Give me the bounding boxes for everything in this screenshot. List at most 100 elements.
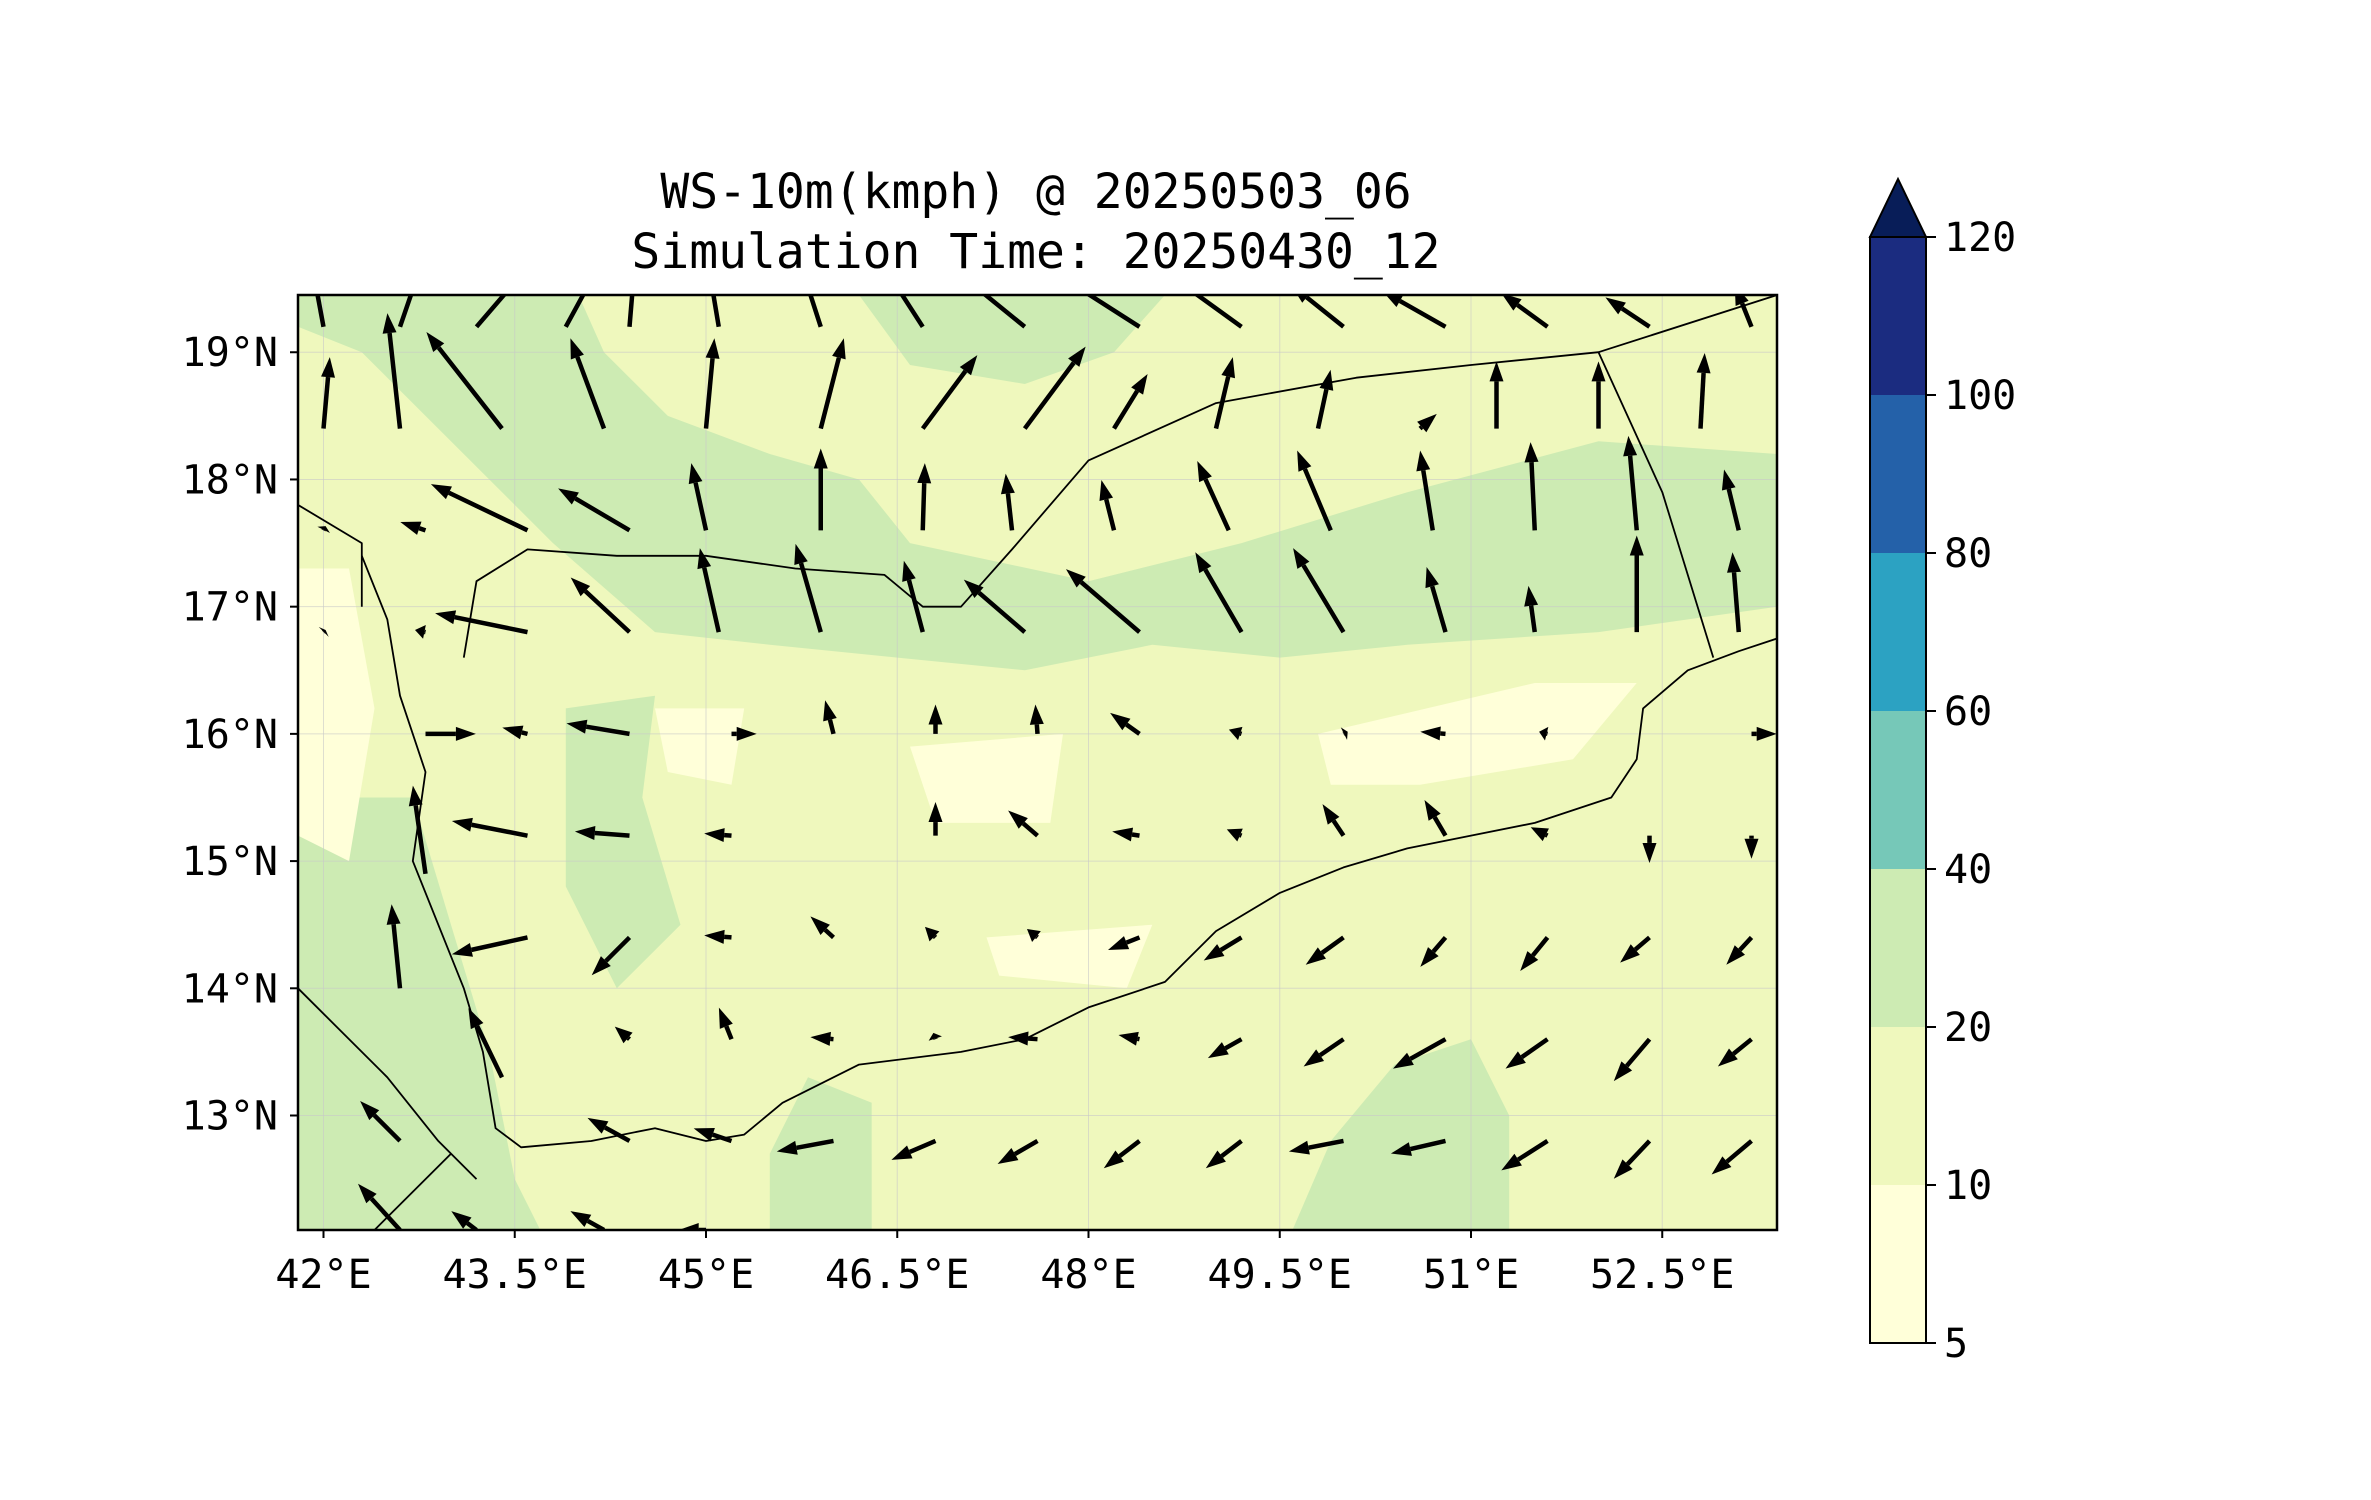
- wind-arrow-shaft: [1431, 935, 1448, 954]
- wind-arrow-head: [1489, 361, 1504, 382]
- wind-arrow-shaft: [1531, 935, 1550, 957]
- wind-arrow: [570, 577, 632, 634]
- wind-arrow: [1103, 1139, 1141, 1169]
- wind-arrow-head: [1103, 1150, 1124, 1169]
- wind-arrow: [1501, 1139, 1549, 1171]
- wind-arrow-shaft: [1421, 469, 1435, 531]
- wind-arrow-shaft: [1079, 580, 1141, 634]
- wind-arrow: [1297, 450, 1333, 532]
- wind-arrow-shaft: [1013, 1139, 1039, 1156]
- wind-speed-contour-fill: [298, 295, 1777, 1230]
- x-tick-label: 43.5°E: [443, 1252, 588, 1298]
- wind-arrow: [1008, 810, 1039, 838]
- wind-arrow: [1711, 1139, 1753, 1175]
- wind-arrow-head: [963, 579, 984, 598]
- wind-arrow-shaft: [369, 1197, 402, 1230]
- wind-arrow-shaft: [1516, 1139, 1549, 1162]
- wind-arrow-shaft: [798, 562, 823, 633]
- wind-arrow-shaft: [1398, 299, 1447, 329]
- wind-arrow-head: [1205, 1150, 1226, 1169]
- coastline: [360, 555, 1777, 1149]
- wind-arrow: [317, 526, 330, 534]
- wind-arrow: [426, 331, 504, 430]
- wind-arrow-shaft: [1331, 819, 1346, 837]
- wind-arrow-shaft: [1731, 572, 1741, 633]
- wind-arrow-head: [303, 237, 317, 258]
- wind-arrow-shaft: [1409, 1037, 1447, 1061]
- wind-arrow-shaft: [823, 928, 836, 940]
- colorbar: 5 10 20 40 60 80 100 120: [1868, 176, 2016, 1367]
- wind-arrow-shaft: [723, 832, 732, 838]
- wind-arrow-head: [412, 253, 425, 274]
- wind-arrow-head: [823, 700, 837, 722]
- colorbar-frame: [1869, 236, 1927, 1344]
- wind-arrow-head: [1197, 461, 1212, 483]
- wind-arrow: [1727, 552, 1742, 633]
- wind-arrow: [703, 338, 720, 429]
- y-tick-label: 17°N: [182, 585, 278, 631]
- wind-arrow-shaft: [899, 295, 925, 329]
- wind-arrow-shaft: [1732, 1037, 1753, 1056]
- wind-vector-arrows: [303, 237, 1777, 1230]
- x-tick-label: 42°E: [275, 1252, 371, 1298]
- wind-arrow-head: [451, 943, 473, 957]
- wind-arrow-head: [318, 626, 329, 637]
- contour-region-5-10: [298, 568, 375, 862]
- wind-arrow-shaft: [796, 1138, 834, 1151]
- wind-arrow-shaft: [372, 1113, 402, 1143]
- wind-arrow: [1696, 352, 1711, 429]
- wind-arrow: [1613, 1139, 1652, 1179]
- wind-arrow-head: [435, 610, 457, 625]
- wind-arrow-head: [1425, 567, 1439, 589]
- wind-arrow-shaft: [808, 295, 823, 328]
- wind-arrow-head: [917, 463, 932, 484]
- wind-arrow: [1322, 804, 1346, 837]
- wind-arrow: [997, 1139, 1039, 1165]
- wind-arrow-shaft: [454, 615, 528, 635]
- wind-arrow-shaft: [703, 357, 715, 429]
- wind-arrow: [1008, 1031, 1038, 1046]
- wind-arrow-shaft: [574, 496, 631, 533]
- wind-arrow-head: [591, 956, 611, 976]
- wind-arrow-head: [718, 1007, 733, 1029]
- wind-arrow-shaft: [413, 805, 428, 875]
- wind-arrow: [704, 929, 732, 944]
- wind-arrow-head: [704, 929, 725, 944]
- wind-arrow-shaft: [1220, 1139, 1243, 1158]
- wind-arrow-head: [502, 725, 524, 740]
- wind-arrow-head: [1696, 352, 1711, 374]
- wind-arrow: [731, 726, 757, 741]
- wind-arrow-shaft: [1118, 1139, 1141, 1158]
- wind-arrow: [397, 253, 425, 328]
- wind-arrow-head: [1068, 346, 1086, 367]
- wind-arrow-shaft: [1320, 935, 1345, 955]
- wind-arrow-shaft: [563, 295, 586, 328]
- wind-arrow: [358, 1183, 402, 1230]
- wind-arrow-shaft: [474, 295, 507, 329]
- wind-arrow-head: [1393, 1052, 1414, 1069]
- wind-arrow-head: [1322, 804, 1340, 825]
- wind-arrow-head: [1319, 369, 1334, 391]
- wind-arrow-shaft: [475, 1025, 505, 1079]
- wind-arrow: [823, 700, 837, 735]
- wind-arrow-head: [1744, 838, 1759, 859]
- wind-arrow-shaft: [447, 490, 529, 533]
- wind-arrow-head: [997, 1147, 1019, 1165]
- wind-arrow-shaft: [1034, 724, 1040, 735]
- wind-arrow-head: [1417, 413, 1437, 433]
- wind-arrow: [1340, 727, 1348, 740]
- wind-arrow-head: [587, 1117, 609, 1134]
- wind-arrow-shaft: [470, 935, 528, 953]
- wind-arrow-head: [928, 704, 943, 725]
- wind-arrow-shaft: [1302, 468, 1333, 532]
- wind-arrow-head: [382, 313, 397, 334]
- colorbar-label: 120: [1944, 215, 2016, 261]
- wind-arrow: [688, 463, 709, 531]
- wind-arrow-head: [588, 258, 604, 279]
- wind-arrow-head: [1711, 1156, 1732, 1175]
- wind-arrow-head: [1613, 1159, 1633, 1179]
- wind-arrow-head: [1195, 552, 1212, 574]
- wind-arrow-head: [1501, 1153, 1522, 1171]
- colorbar-label: 60: [1944, 689, 1992, 735]
- wind-arrow: [1717, 1037, 1753, 1067]
